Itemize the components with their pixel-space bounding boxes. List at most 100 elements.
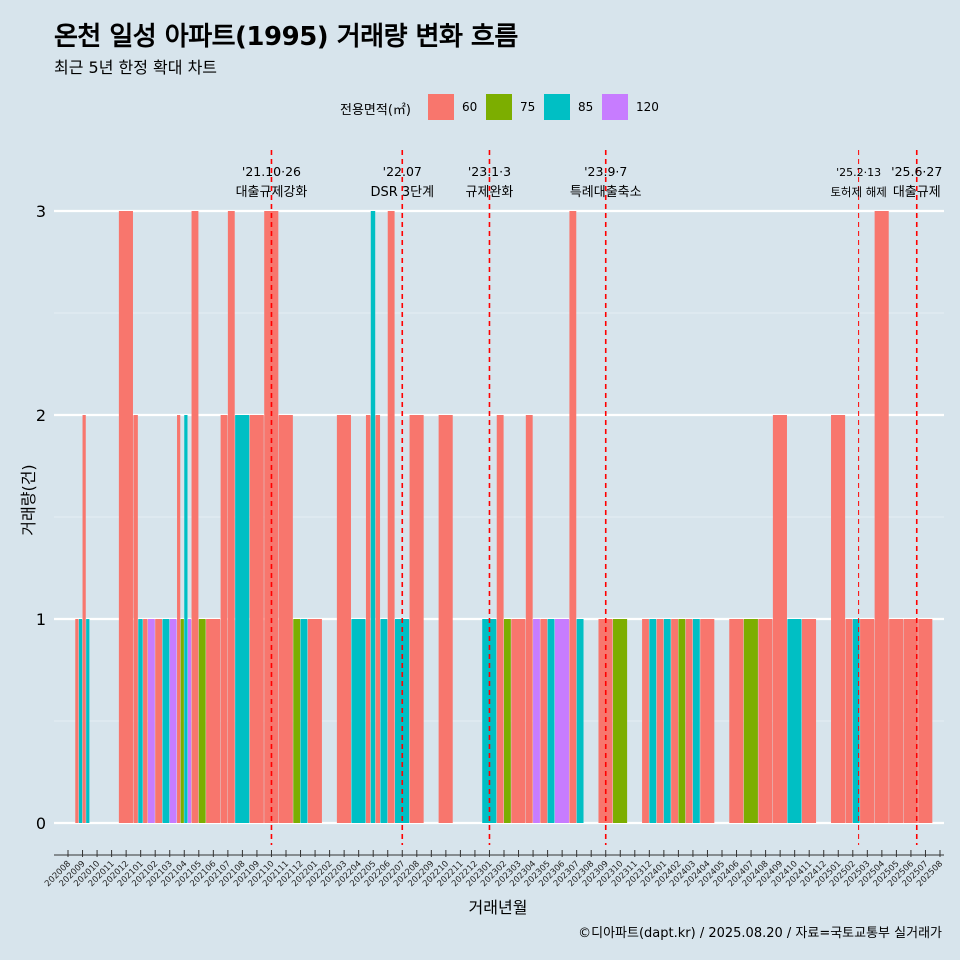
bar-202507-60[interactable]	[918, 619, 933, 823]
bar-202408-60[interactable]	[758, 619, 773, 823]
bar-202310-75[interactable]	[613, 619, 628, 823]
bar-202109-60[interactable]	[249, 415, 264, 823]
bar-202105-60[interactable]	[191, 211, 199, 823]
bar-202403-85[interactable]	[692, 619, 700, 823]
legend-item-85[interactable]: 85	[544, 94, 593, 120]
bar-202312-60[interactable]	[642, 619, 649, 823]
bar-202312-85[interactable]	[649, 619, 657, 823]
bar-202104-85[interactable]	[184, 415, 188, 823]
legend-item-120[interactable]: 120	[602, 94, 659, 120]
bar-202102-60[interactable]	[155, 619, 163, 823]
event-date: '25.2·13	[836, 166, 881, 179]
bar-202110-60[interactable]	[264, 211, 279, 823]
bar-202402-75[interactable]	[678, 619, 686, 823]
bar-202101-60[interactable]	[143, 619, 148, 823]
event-date: '23.1·3	[468, 164, 511, 179]
bar-202409-60[interactable]	[772, 415, 787, 823]
bar-202402-60[interactable]	[671, 619, 678, 823]
y-tick-label: 2	[36, 406, 46, 425]
bar-202506-60[interactable]	[903, 619, 918, 823]
legend-item-60[interactable]: 60	[428, 94, 477, 120]
bar-202009-85[interactable]	[86, 619, 90, 823]
legend-swatch	[544, 94, 570, 120]
bar-202102-120[interactable]	[147, 619, 155, 823]
bar-202502-85[interactable]	[852, 619, 860, 823]
bar-202203-60[interactable]	[336, 415, 351, 823]
legend-swatch	[486, 94, 512, 120]
bar-202407-75[interactable]	[743, 619, 758, 823]
bar-202009-60[interactable]	[75, 619, 79, 823]
legend-label: 120	[636, 100, 659, 114]
bar-202205-60[interactable]	[365, 415, 371, 823]
event-label: DSR 3단계	[370, 185, 434, 200]
bar-202403-60[interactable]	[685, 619, 693, 823]
bar-202210-60[interactable]	[438, 415, 453, 823]
bar-202106-60[interactable]	[206, 619, 221, 823]
bar-202503-60[interactable]	[860, 619, 875, 823]
bar-202505-60[interactable]	[889, 619, 904, 823]
bar-202104-120[interactable]	[187, 619, 192, 823]
bar-202205-60[interactable]	[375, 415, 381, 823]
bar-202101-85[interactable]	[138, 619, 143, 823]
bar-202307-85[interactable]	[576, 619, 584, 823]
bar-202401-60[interactable]	[656, 619, 664, 823]
bar-202105-75[interactable]	[198, 619, 206, 823]
bar-202206-60[interactable]	[387, 211, 395, 823]
bar-202208-60[interactable]	[409, 415, 424, 823]
bar-202104-60[interactable]	[177, 415, 181, 823]
bar-202111-60[interactable]	[278, 415, 293, 823]
bar-202304-120[interactable]	[533, 619, 540, 823]
bar-202305-60[interactable]	[540, 619, 548, 823]
event-date: '22.07	[383, 164, 422, 179]
bar-202504-60[interactable]	[874, 211, 889, 823]
bar-202302-75[interactable]	[504, 619, 511, 823]
bar-202307-60[interactable]	[569, 211, 577, 823]
legend-swatch	[428, 94, 454, 120]
bar-202406-60[interactable]	[729, 619, 744, 823]
bar-202012-60[interactable]	[118, 211, 133, 823]
y-axis: 0 1 2 3	[36, 202, 46, 833]
event-label: 규제완화	[466, 185, 514, 200]
bar-202107-60[interactable]	[227, 211, 235, 823]
bar-202009-60[interactable]	[82, 415, 86, 823]
legend-label: 60	[462, 100, 478, 114]
bar-202410-85[interactable]	[787, 619, 802, 823]
bar-202009-85[interactable]	[78, 619, 83, 823]
bar-202112-75[interactable]	[293, 619, 301, 823]
bar-202404-60[interactable]	[700, 619, 715, 823]
bar-202112-85[interactable]	[300, 619, 308, 823]
page-subtitle: 최근 5년 한정 확대 차트	[54, 58, 218, 77]
bar-202303-60[interactable]	[511, 619, 526, 823]
event-label: 토허제 해제	[830, 185, 887, 199]
bar-202306-120[interactable]	[554, 619, 569, 823]
x-axis-label: 거래년월	[469, 898, 528, 917]
bars	[75, 211, 933, 823]
bar-202411-60[interactable]	[801, 619, 817, 823]
bar-202107-60[interactable]	[220, 415, 228, 823]
bar-202502-60[interactable]	[845, 619, 853, 823]
bar-202302-60[interactable]	[496, 415, 504, 823]
bar-202401-85[interactable]	[663, 619, 671, 823]
event-label: 대출규제	[893, 185, 941, 200]
bar-202204-85[interactable]	[351, 619, 366, 823]
bar-202304-60[interactable]	[525, 415, 533, 823]
y-tick-label: 1	[36, 610, 46, 629]
bar-202201-60[interactable]	[307, 619, 322, 823]
bar-202103-85[interactable]	[162, 619, 170, 823]
bar-202501-60[interactable]	[831, 415, 846, 823]
bar-202103-120[interactable]	[169, 619, 177, 823]
page-title: 온천 일성 아파트(1995) 거래량 변화 흐름	[54, 22, 518, 52]
bar-202108-85[interactable]	[235, 415, 250, 823]
legend-title: 전용면적(㎡)	[340, 103, 411, 118]
legend-label: 75	[520, 100, 536, 114]
bar-202205-85[interactable]	[370, 211, 376, 823]
bar-202305-85[interactable]	[547, 619, 555, 823]
event-lines: '21.10·26 대출규제강화 '22.07 DSR 3단계 '23.1·3 규제완화 '…	[236, 150, 942, 845]
bar-202101-60[interactable]	[133, 415, 138, 823]
event-date: '25.6·27	[891, 164, 942, 179]
bar-202104-75[interactable]	[180, 619, 184, 823]
y-tick-label: 0	[36, 814, 46, 833]
legend-item-75[interactable]: 75	[486, 94, 535, 120]
bar-202206-85[interactable]	[380, 619, 388, 823]
legend-label: 85	[578, 100, 594, 114]
